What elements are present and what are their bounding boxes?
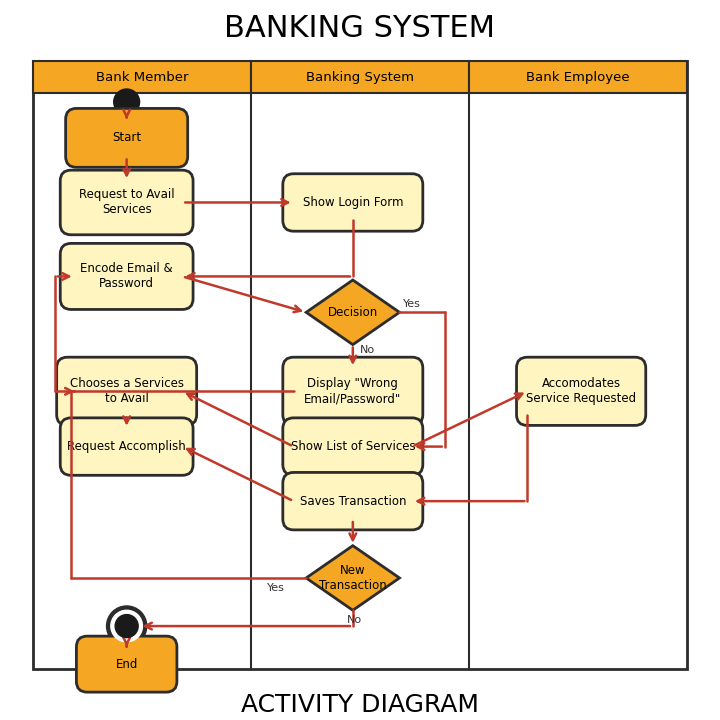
FancyBboxPatch shape bbox=[469, 61, 687, 94]
Text: Saves Transaction: Saves Transaction bbox=[300, 495, 406, 508]
Text: Request to Avail
Services: Request to Avail Services bbox=[79, 189, 174, 217]
FancyBboxPatch shape bbox=[60, 418, 193, 475]
Text: Chooses a Services
to Avail: Chooses a Services to Avail bbox=[70, 377, 184, 405]
Text: New
Transaction: New Transaction bbox=[319, 564, 387, 592]
Text: No: No bbox=[347, 615, 362, 625]
Circle shape bbox=[114, 89, 140, 115]
FancyBboxPatch shape bbox=[251, 61, 469, 94]
Text: Start: Start bbox=[112, 131, 141, 144]
Circle shape bbox=[111, 611, 143, 642]
Text: Request Accomplish: Request Accomplish bbox=[67, 440, 186, 453]
Text: Banking System: Banking System bbox=[306, 71, 414, 84]
Text: End: End bbox=[115, 657, 138, 670]
FancyBboxPatch shape bbox=[60, 170, 193, 235]
FancyBboxPatch shape bbox=[33, 61, 251, 94]
Text: Display "Wrong
Email/Password": Display "Wrong Email/Password" bbox=[304, 377, 402, 405]
FancyBboxPatch shape bbox=[283, 472, 423, 530]
Circle shape bbox=[107, 606, 147, 646]
FancyBboxPatch shape bbox=[60, 243, 193, 310]
FancyBboxPatch shape bbox=[33, 61, 687, 669]
Text: Accomodates
Service Requested: Accomodates Service Requested bbox=[526, 377, 636, 405]
Text: Encode Email &
Password: Encode Email & Password bbox=[81, 262, 173, 290]
Text: Decision: Decision bbox=[328, 306, 378, 319]
FancyBboxPatch shape bbox=[283, 174, 423, 231]
Text: No: No bbox=[360, 345, 375, 355]
FancyBboxPatch shape bbox=[283, 357, 423, 426]
Text: ACTIVITY DIAGRAM: ACTIVITY DIAGRAM bbox=[241, 693, 479, 717]
Polygon shape bbox=[306, 546, 400, 611]
Circle shape bbox=[115, 615, 138, 638]
Text: Bank Employee: Bank Employee bbox=[526, 71, 629, 84]
FancyBboxPatch shape bbox=[283, 418, 423, 475]
FancyBboxPatch shape bbox=[516, 357, 646, 426]
Text: Show List of Services: Show List of Services bbox=[290, 440, 415, 453]
Text: BANKING SYSTEM: BANKING SYSTEM bbox=[225, 14, 495, 43]
FancyBboxPatch shape bbox=[76, 636, 177, 692]
FancyBboxPatch shape bbox=[66, 109, 188, 167]
Text: Show Login Form: Show Login Form bbox=[302, 196, 403, 209]
Text: Yes: Yes bbox=[266, 583, 284, 593]
Text: Yes: Yes bbox=[403, 299, 421, 309]
FancyBboxPatch shape bbox=[57, 357, 197, 426]
Polygon shape bbox=[306, 280, 400, 345]
Text: Bank Member: Bank Member bbox=[96, 71, 189, 84]
